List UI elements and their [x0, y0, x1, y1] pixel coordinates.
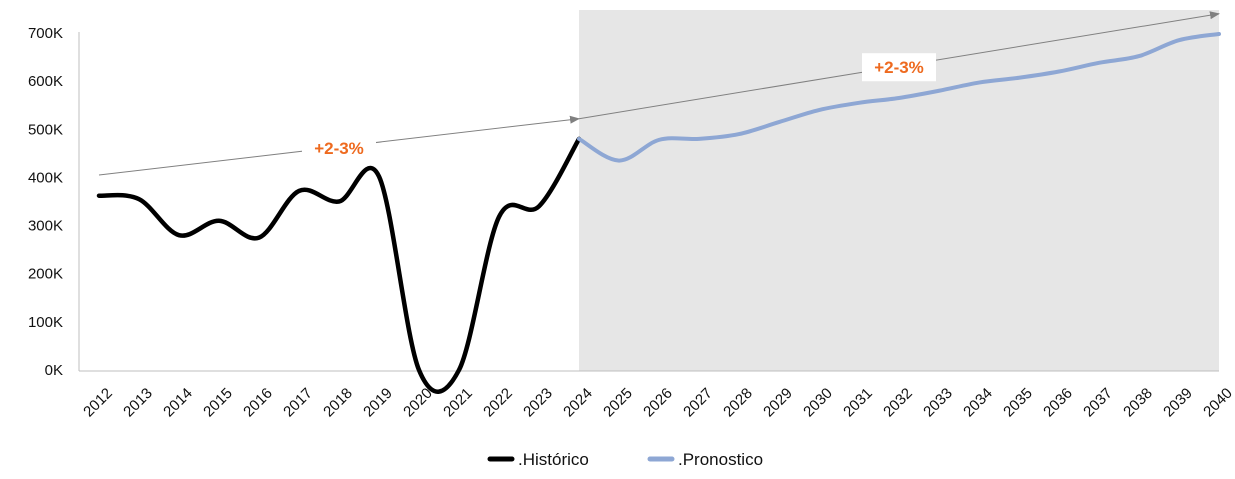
series-line-pronostico — [577, 31, 1221, 163]
x-tick-label-2039: 2039 — [1160, 385, 1196, 421]
y-tick-label-2: 200K — [28, 266, 63, 283]
x-tick-label-2036: 2036 — [1040, 385, 1076, 421]
y-tick-label-1: 100K — [28, 314, 63, 331]
legend-label-pronostico: .Pronostico — [678, 450, 763, 469]
legend-label-historico: .Histórico — [518, 450, 589, 469]
x-tick-label-2035: 2035 — [1000, 385, 1036, 421]
x-tick-label-2032: 2032 — [880, 385, 916, 421]
x-tick-label-2026: 2026 — [640, 385, 676, 421]
x-tick-label-2022: 2022 — [480, 385, 516, 421]
x-tick-label-2013: 2013 — [120, 385, 156, 421]
x-tick-label-2037: 2037 — [1080, 385, 1116, 421]
x-tick-label-2017: 2017 — [280, 385, 316, 421]
x-tick-label-2028: 2028 — [720, 385, 756, 421]
x-tick-label-2030: 2030 — [800, 385, 836, 421]
annotation-label-1: +2-3% — [314, 139, 364, 158]
x-tick-label-2040: 2040 — [1200, 385, 1235, 421]
y-tick-label-5: 500K — [28, 121, 63, 138]
y-tick-label-4: 400K — [28, 169, 63, 186]
x-tick-label-2033: 2033 — [920, 385, 956, 421]
x-tick-label-2015: 2015 — [200, 385, 236, 421]
x-tick-label-2016: 2016 — [240, 385, 276, 421]
x-tick-label-2018: 2018 — [320, 385, 356, 421]
x-tick-label-2025: 2025 — [600, 385, 636, 421]
x-tick-label-2027: 2027 — [680, 385, 716, 421]
x-tick-label-2024: 2024 — [560, 385, 596, 421]
y-tick-label-3: 300K — [28, 218, 63, 235]
x-tick-label-2012: 2012 — [80, 385, 116, 421]
y-tick-label-0: 0K — [45, 362, 63, 379]
x-tick-label-2029: 2029 — [760, 385, 796, 421]
y-tick-label-6: 600K — [28, 73, 63, 90]
annotation-box-1 — [302, 133, 376, 162]
annotation-label-2: +2-3% — [874, 58, 924, 77]
x-tick-label-2019: 2019 — [360, 385, 396, 421]
x-tick-label-2014: 2014 — [160, 385, 196, 421]
x-tick-label-2038: 2038 — [1120, 385, 1156, 421]
annotation-box-2 — [862, 53, 936, 82]
x-tick-label-2034: 2034 — [960, 385, 996, 421]
series-line-historico — [96, 136, 582, 394]
x-tick-label-2031: 2031 — [840, 385, 876, 421]
x-tick-label-2023: 2023 — [520, 385, 556, 421]
y-tick-label-7: 700K — [28, 25, 63, 42]
